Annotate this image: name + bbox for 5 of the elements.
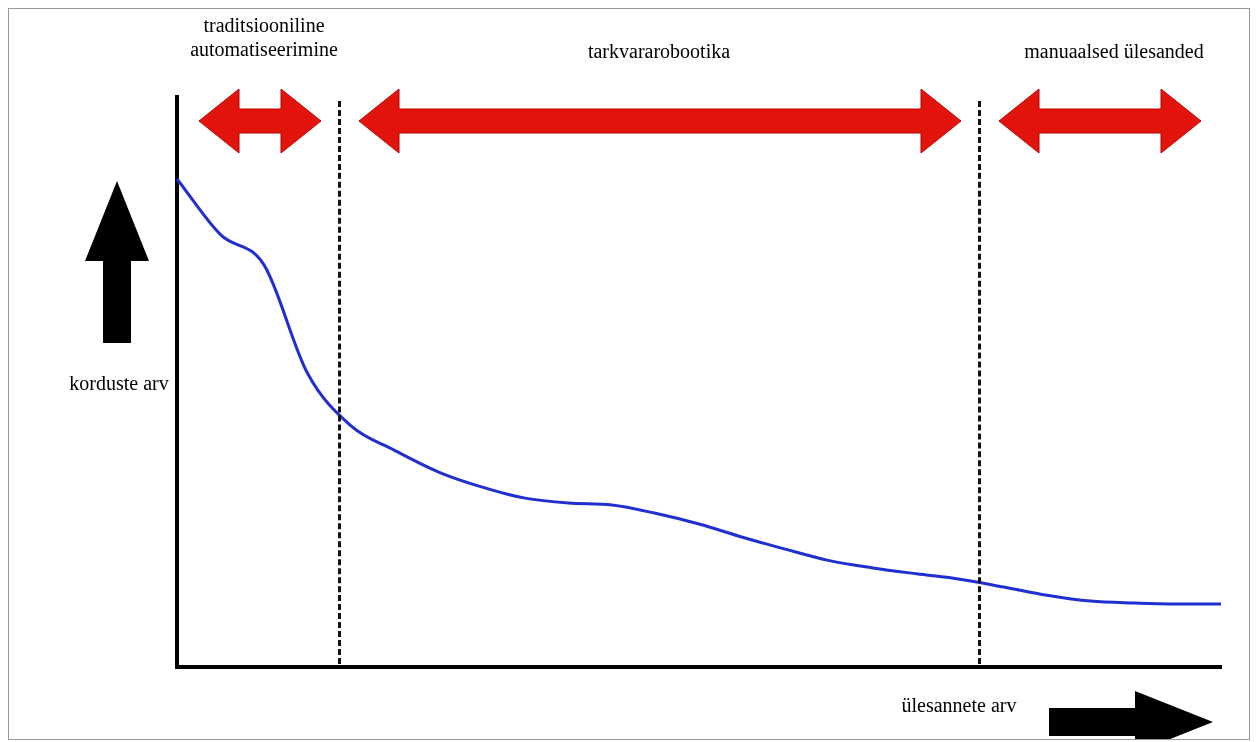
y-axis-title: korduste arv [68,371,170,395]
text: traditsiooniline automatiseerimine [189,13,339,61]
text: manuaalsed ülesanded [1023,39,1205,63]
x-axis-title: ülesannete arv [900,693,1018,717]
text: tarkvararobootika [586,39,732,63]
